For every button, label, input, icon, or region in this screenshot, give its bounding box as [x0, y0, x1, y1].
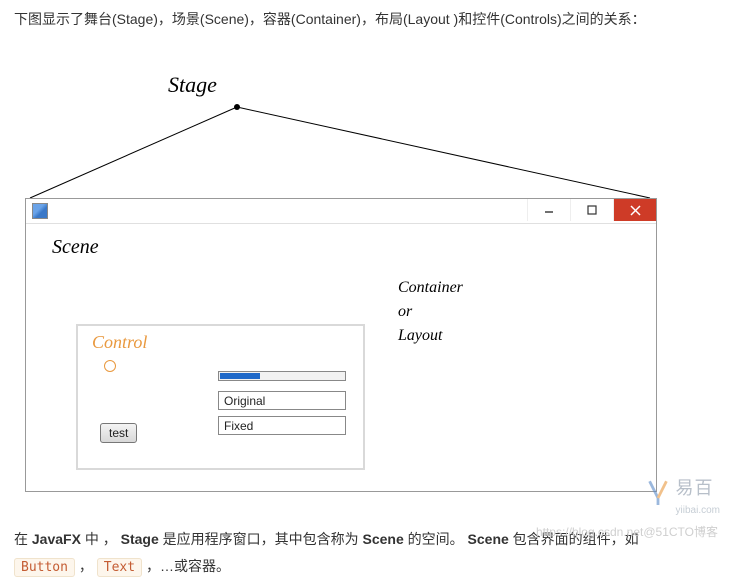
- minimize-button[interactable]: [527, 199, 570, 221]
- code-keyword: Button: [14, 558, 75, 577]
- progressbar[interactable]: [218, 371, 346, 381]
- scene-label: Scene: [52, 236, 99, 259]
- intro-paragraph: 下图显示了舞台(Stage)，场景(Scene)，容器(Container)，布…: [14, 6, 724, 33]
- stage-point: [234, 104, 240, 110]
- watermark-yibai-cn: 易百: [676, 478, 714, 498]
- close-button[interactable]: [613, 199, 656, 221]
- maximize-button[interactable]: [570, 199, 613, 221]
- control-label: Control: [92, 332, 147, 353]
- test-button[interactable]: test: [100, 423, 137, 443]
- container-label: Container or Layout: [398, 276, 463, 348]
- container-label-2: or: [398, 300, 463, 324]
- code-keyword: Text: [97, 558, 142, 577]
- container-label-3: Layout: [398, 324, 463, 348]
- control-dot: [104, 360, 116, 372]
- watermark-yibai: 易百 yiibai.com: [644, 474, 720, 516]
- window-icon: [32, 203, 48, 219]
- container-label-1: Container: [398, 276, 463, 300]
- stage-label: Stage: [168, 72, 217, 98]
- textfield-fixed[interactable]: Fixed: [218, 416, 346, 435]
- titlebar: [26, 199, 656, 224]
- watermark-csdn: https://blog.csdn.net@51CTO博客: [536, 523, 718, 540]
- watermark-yibai-en: yiibai.com: [676, 505, 720, 516]
- progressbar-fill: [220, 373, 260, 379]
- textfield-original[interactable]: Original: [218, 391, 346, 410]
